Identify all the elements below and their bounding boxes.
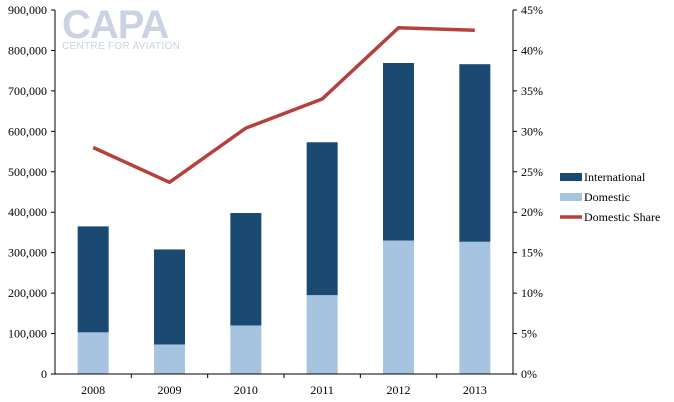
legend-swatch-international	[560, 173, 582, 181]
bar-domestic-2013	[459, 241, 491, 374]
x-tick-label-2009: 2009	[158, 383, 182, 397]
bar-group	[77, 62, 491, 374]
x-tick-label-2011: 2011	[310, 383, 334, 397]
y-left-tick-label: 300,000	[8, 246, 47, 260]
legend-swatch-domestic	[560, 193, 582, 201]
y-right-tick-label: 45%	[521, 3, 543, 17]
y-right-tick-label: 25%	[521, 165, 543, 179]
y-left-tick-label: 400,000	[8, 205, 47, 219]
bar-international-2008	[77, 226, 109, 333]
x-tick-labels: 2008 2009 2010 2011 2012 2013	[81, 383, 487, 397]
bar-domestic-2008	[77, 332, 109, 374]
y-left-tick-label: 700,000	[8, 84, 47, 98]
y-right-tick-label: 15%	[521, 246, 543, 260]
y-right-tick-label: 30%	[521, 124, 543, 138]
y-right-tick-label: 5%	[521, 327, 537, 341]
bar-international-2010	[230, 213, 262, 326]
y-right-tick-labels: 0% 5% 10% 15% 20% 25% 30% 35% 40% 45%	[521, 3, 543, 381]
y-right-tick-label: 35%	[521, 84, 543, 98]
y-left-tick-label: 500,000	[8, 165, 47, 179]
legend-label-domestic: Domestic	[584, 190, 630, 204]
legend: International Domestic Domestic Share	[560, 170, 660, 224]
x-tick-label-2013: 2013	[463, 383, 487, 397]
y-right-tick-label: 10%	[521, 286, 543, 300]
axes	[51, 9, 517, 378]
bar-domestic-2012	[383, 240, 414, 374]
capa-logo: CAPA CENTRE FOR AVIATION	[62, 3, 180, 52]
logo-text: CAPA	[62, 3, 168, 47]
bar-domestic-2011	[306, 295, 338, 374]
bar-domestic-2009	[154, 344, 185, 374]
logo-subtitle: CENTRE FOR AVIATION	[62, 41, 180, 52]
y-left-tick-label: 900,000	[8, 3, 47, 17]
y-left-tick-label: 0	[41, 367, 47, 381]
y-left-tick-label: 800,000	[8, 43, 47, 57]
series-line-domestic-share	[92, 26, 475, 185]
y-right-tick-label: 20%	[521, 205, 543, 219]
y-left-tick-label: 600,000	[8, 124, 47, 138]
x-tick-label-2010: 2010	[234, 383, 258, 397]
x-tick-label-2012: 2012	[387, 383, 411, 397]
y-left-tick-label: 200,000	[8, 286, 47, 300]
y-left-tick-label: 100,000	[8, 327, 47, 341]
legend-label-international: International	[584, 170, 646, 184]
bar-international-2013	[459, 64, 491, 242]
share-line-group	[92, 26, 475, 185]
x-tick-label-2008: 2008	[81, 383, 105, 397]
bar-domestic-2010	[230, 325, 262, 374]
legend-label-domestic-share: Domestic Share	[584, 210, 660, 224]
bar-international-2012	[383, 62, 414, 241]
y-right-tick-label: 0%	[521, 367, 537, 381]
y-left-tick-labels: 0 100,000 200,000 300,000 400,000 500,000 600,…	[8, 3, 47, 381]
bar-international-2011	[306, 142, 338, 296]
y-right-tick-label: 40%	[521, 43, 543, 57]
bar-international-2009	[154, 249, 185, 345]
